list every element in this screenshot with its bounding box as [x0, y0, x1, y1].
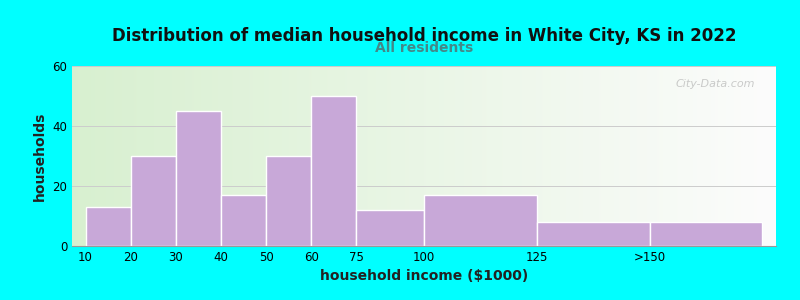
Bar: [130, 156, 176, 246]
Text: All residents: All residents: [375, 41, 473, 55]
Bar: [176, 111, 221, 246]
Bar: [356, 210, 424, 246]
Bar: [311, 96, 356, 246]
Y-axis label: households: households: [33, 111, 46, 201]
Bar: [650, 222, 762, 246]
Text: City-Data.com: City-Data.com: [675, 79, 755, 88]
Title: Distribution of median household income in White City, KS in 2022: Distribution of median household income …: [112, 27, 736, 45]
X-axis label: household income ($1000): household income ($1000): [320, 269, 528, 284]
Bar: [266, 156, 311, 246]
Bar: [537, 222, 650, 246]
Bar: [221, 195, 266, 246]
Bar: [86, 207, 130, 246]
Bar: [424, 195, 537, 246]
